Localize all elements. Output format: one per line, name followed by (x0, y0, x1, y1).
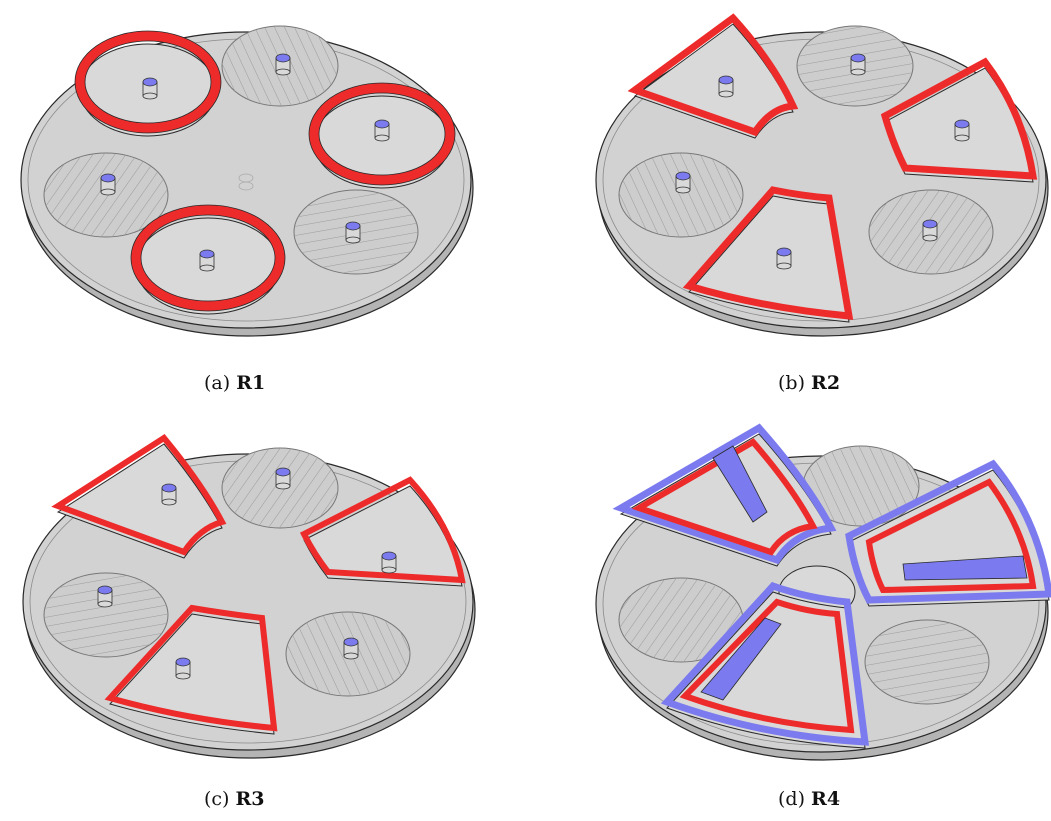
pin (345, 221, 361, 244)
panel-c-illustration (22, 434, 476, 759)
pin (922, 219, 938, 242)
panel-b (593, 10, 1049, 340)
caption-label: (a) (204, 372, 231, 394)
pin (850, 53, 866, 76)
caption-name: R1 (236, 372, 266, 394)
pin (343, 637, 359, 660)
pin (142, 77, 158, 100)
caption-label: (b) (778, 372, 805, 394)
pin (275, 467, 291, 490)
caption-label: (d) (778, 788, 805, 810)
caption-b: (b) R2 (778, 372, 840, 394)
pin (161, 483, 177, 506)
caption-name: R3 (235, 788, 265, 810)
blue-red-sector-wall (612, 423, 837, 567)
pin (275, 53, 291, 76)
panel-a (18, 10, 474, 340)
caption-label: (c) (204, 788, 230, 810)
pin (675, 171, 691, 194)
pin (954, 119, 970, 142)
blue-channel (902, 555, 1028, 581)
blue-channel (712, 445, 768, 523)
panel-d-illustration (595, 423, 1051, 761)
pin (100, 173, 116, 196)
caption-name: R4 (811, 788, 841, 810)
blue-red-sector-wall (845, 459, 1051, 607)
red-ring-wall (308, 82, 456, 189)
caption-c: (c) R3 (204, 788, 265, 810)
pin (374, 119, 390, 142)
pin (381, 551, 397, 574)
pin (97, 585, 113, 608)
blue-channel (700, 617, 782, 701)
red-sector-wall (51, 434, 227, 559)
caption-a: (a) R1 (204, 372, 265, 394)
red-sector-wall (682, 186, 854, 323)
caption-d: (d) R4 (778, 788, 840, 810)
caption-name: R2 (811, 372, 841, 394)
pin (175, 657, 191, 680)
pin (718, 75, 734, 98)
pin (776, 247, 792, 270)
panel-b-illustration (595, 13, 1049, 337)
panel-d (593, 423, 1051, 765)
red-sector-wall (299, 476, 466, 587)
pin (199, 249, 215, 272)
red-sector-wall (104, 604, 278, 735)
panel-c (18, 430, 478, 760)
red-sector-wall (627, 13, 799, 139)
panel-a-illustration (20, 25, 474, 337)
blue-red-sector-wall (660, 581, 870, 749)
